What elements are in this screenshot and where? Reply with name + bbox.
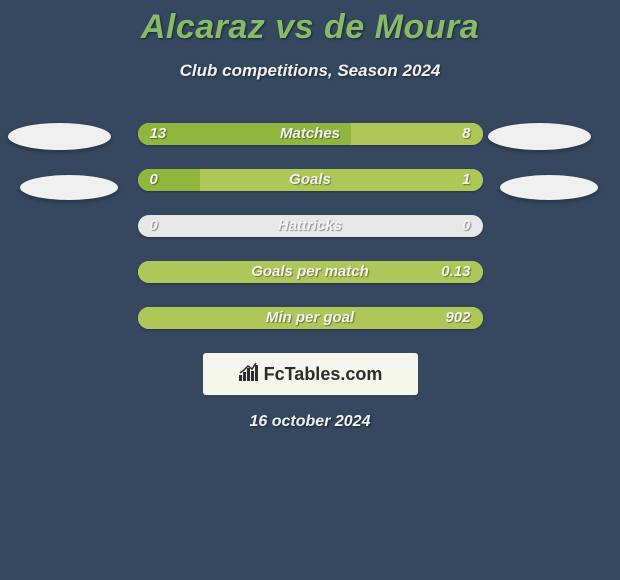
stat-value-right: 1 — [462, 169, 470, 191]
stat-value-right: 0 — [462, 215, 470, 237]
date-line: 16 october 2024 — [0, 413, 620, 431]
stat-row: Matches13 8 — [138, 123, 483, 145]
player-photo-left-1 — [8, 123, 111, 150]
stat-value-left: 0 — [150, 215, 158, 237]
stat-row: Goals0 1 — [138, 169, 483, 191]
page-title: Alcaraz vs de Moura — [0, 8, 620, 47]
stat-value-right: 902 — [445, 307, 470, 329]
stat-value-left: 0 — [150, 169, 158, 191]
stat-label: Matches — [138, 123, 483, 145]
stats-area: Matches138Goals01Hattricks00Goals per ma… — [0, 123, 620, 431]
stat-row: Hattricks0 0 — [138, 215, 483, 237]
stat-label: Min per goal — [138, 307, 483, 329]
stat-row: Goals per match0.13 — [138, 261, 483, 283]
stat-label: Hattricks — [138, 215, 483, 237]
stat-row: Min per goal902 — [138, 307, 483, 329]
player-photo-right-2 — [500, 175, 598, 200]
brand-box[interactable]: FcTables.com — [203, 353, 418, 395]
stat-value-right: 8 — [462, 123, 470, 145]
stat-label: Goals — [138, 169, 483, 191]
page-subtitle: Club competitions, Season 2024 — [0, 61, 620, 81]
stat-value-right: 0.13 — [441, 261, 470, 283]
comparison-card: Alcaraz vs de Moura Club competitions, S… — [0, 0, 620, 580]
brand-text: FcTables.com — [264, 364, 383, 385]
stat-label: Goals per match — [138, 261, 483, 283]
player-photo-right-1 — [488, 123, 591, 150]
brand-chart-icon — [238, 362, 260, 387]
player-photo-left-2 — [20, 175, 118, 200]
stat-value-left: 13 — [150, 123, 167, 145]
